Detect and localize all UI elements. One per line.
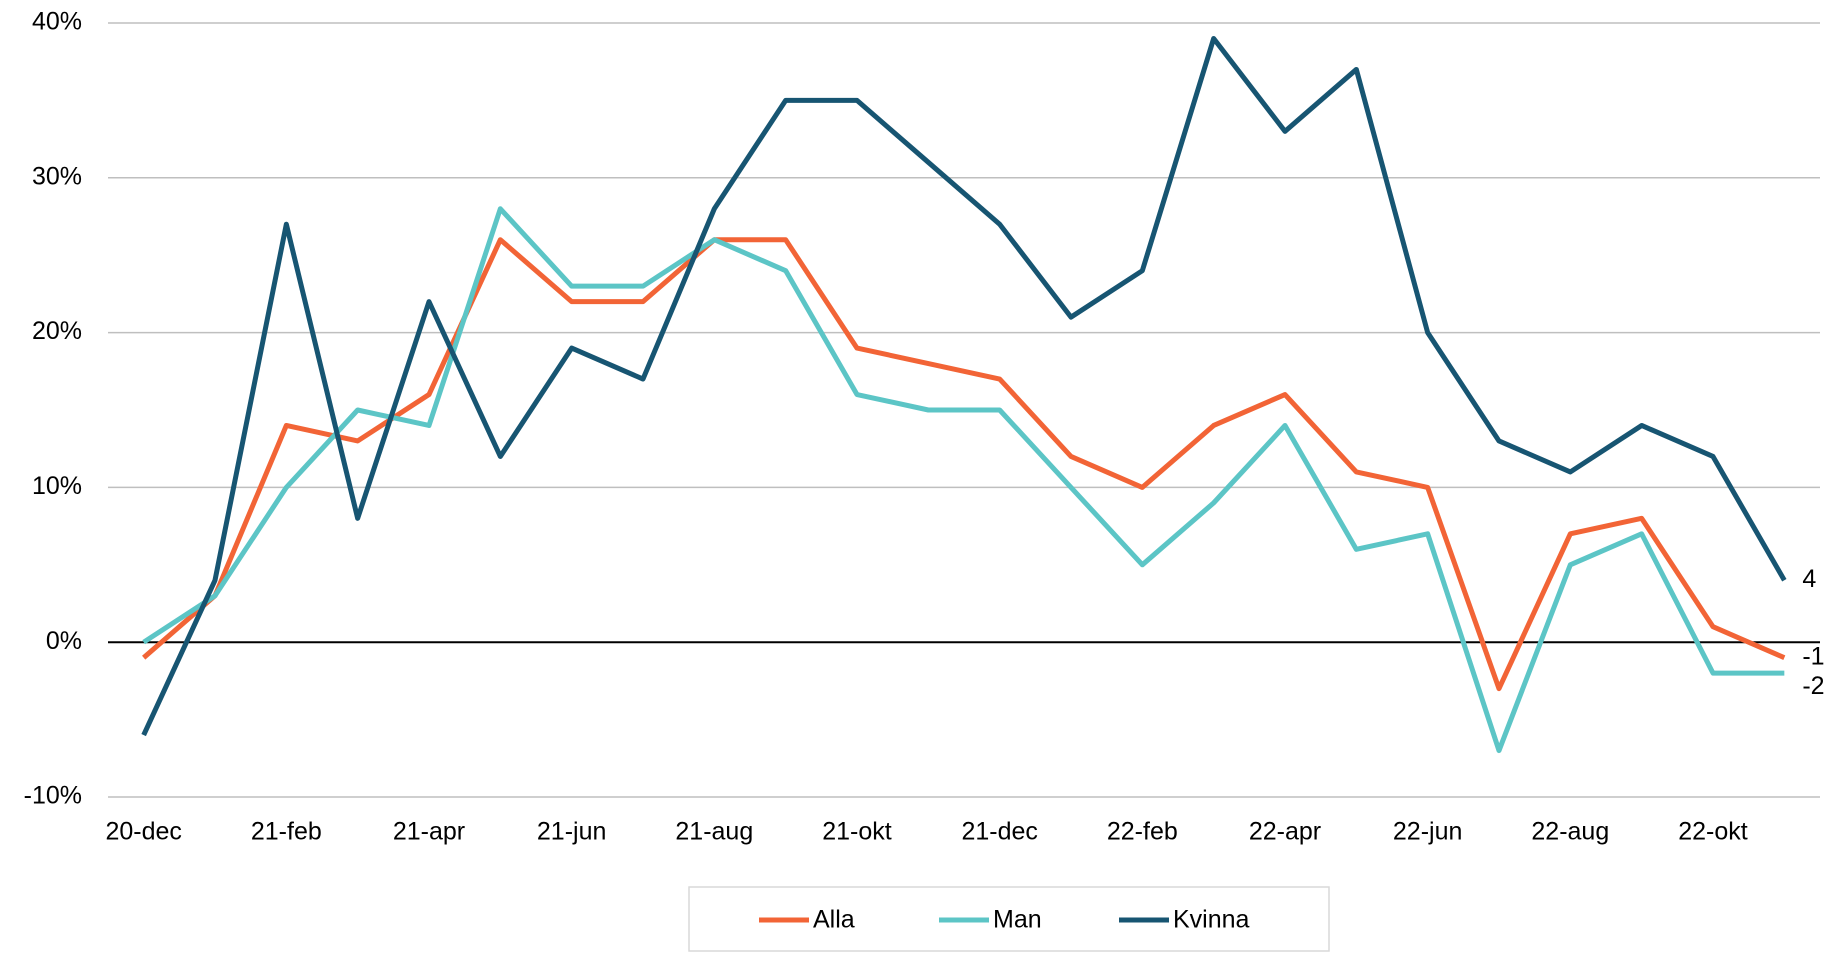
series-line xyxy=(142,237,1786,692)
x-tick-label: 22-jun xyxy=(1393,818,1463,846)
x-tick-label: 22-aug xyxy=(1531,818,1609,846)
x-tick-label: 22-feb xyxy=(1107,818,1178,846)
x-tick-label: 21-aug xyxy=(675,818,753,846)
legend-label: Alla xyxy=(813,906,855,934)
y-tick-label: 20% xyxy=(32,317,82,345)
y-tick-label: 10% xyxy=(32,472,82,500)
x-tick-label: 21-dec xyxy=(961,818,1037,846)
y-tick-label: -10% xyxy=(24,782,82,810)
legend-label: Kvinna xyxy=(1173,906,1250,934)
y-tick-label: 40% xyxy=(32,8,82,36)
data-label: -1 xyxy=(1802,642,1824,670)
data-label: 4 xyxy=(1802,565,1816,593)
x-tick-label: 21-jun xyxy=(537,818,607,846)
x-tick-label: 20-dec xyxy=(105,818,181,846)
x-tick-label: 21-apr xyxy=(393,818,465,846)
x-tick-label: 22-apr xyxy=(1249,818,1321,846)
series-line xyxy=(142,206,1785,754)
data-label: -2 xyxy=(1802,672,1824,700)
x-tick-label: 21-okt xyxy=(822,818,892,846)
y-tick-label: 0% xyxy=(46,627,82,655)
series-line xyxy=(141,35,1787,737)
legend-label: Man xyxy=(993,906,1042,934)
x-tick-label: 21-feb xyxy=(251,818,322,846)
x-tick-label: 22-okt xyxy=(1678,818,1748,846)
y-tick-label: 30% xyxy=(32,162,82,190)
